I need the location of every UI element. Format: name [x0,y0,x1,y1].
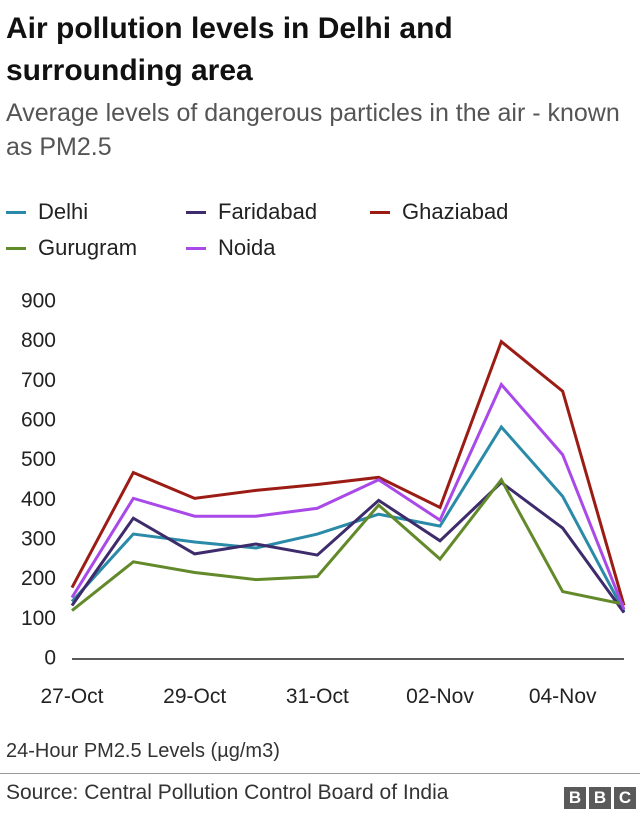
legend-item-noida: Noida [186,234,275,262]
legend-swatch-faridabad [186,210,206,214]
legend-item-faridabad: Faridabad [186,198,317,226]
x-tick-label: 02-Nov [406,685,474,708]
y-axis-ticks: 0 100 200 300 400 500 600 700 800 900 [21,290,56,670]
y-tick-label: 100 [21,607,56,630]
bbc-logo-letter: B [564,787,586,809]
series-line-gurugram [71,476,625,612]
legend-swatch-noida [186,246,206,250]
series-line-ghaziabad [70,339,626,606]
y-tick-label: 900 [21,290,56,313]
bbc-logo-letter: B [589,787,611,809]
y-tick-label: 800 [21,329,56,352]
chart-footnote: 24-Hour PM2.5 Levels (µg/m3) [6,740,280,762]
bbc-logo: B B C [564,787,636,809]
legend-item-ghaziabad: Ghaziabad [370,198,508,226]
y-tick-label: 300 [21,528,56,551]
series-line-delhi [70,424,626,613]
legend-swatch-ghaziabad [370,210,390,214]
y-tick-label: 700 [21,369,56,392]
legend-swatch-delhi [6,210,26,214]
x-tick-label: 27-Oct [40,685,103,708]
y-tick-label: 400 [21,488,56,511]
x-tick-label: 29-Oct [163,685,226,708]
y-tick-label: 500 [21,448,56,471]
x-tick-label: 31-Oct [286,685,349,708]
legend-label-delhi: Delhi [38,199,89,224]
legend-label-ghaziabad: Ghaziabad [402,199,509,224]
legend-item-delhi: Delhi [6,198,88,226]
footer-divider [0,773,640,774]
x-axis-ticks: 27-Oct 29-Oct 31-Oct 02-Nov 04-Nov [40,685,597,708]
line-chart: 0 100 200 300 400 500 600 700 800 900 27-Oct 29-Oc… [21,290,626,708]
series-line-noida [70,381,626,610]
legend-label-faridabad: Faridabad [218,199,318,224]
bbc-logo-letter: C [614,787,636,809]
chart-subtitle: Average levels of dangerous particles in… [6,99,620,161]
legend-swatch-gurugram [6,246,26,250]
series-line-faridabad [70,480,626,614]
legend-label-noida: Noida [218,235,276,260]
x-tick-label: 04-Nov [529,685,597,708]
series-lines [70,339,626,614]
y-tick-label: 0 [44,647,56,670]
y-tick-label: 200 [21,567,56,590]
legend-item-gurugram: Gurugram [6,234,137,262]
source-note: Source: Central Pollution Control Board … [6,781,449,804]
legend-label-gurugram: Gurugram [38,235,138,260]
y-tick-label: 600 [21,409,56,432]
chart-title: Air pollution levels in Delhi and surrou… [6,12,453,87]
